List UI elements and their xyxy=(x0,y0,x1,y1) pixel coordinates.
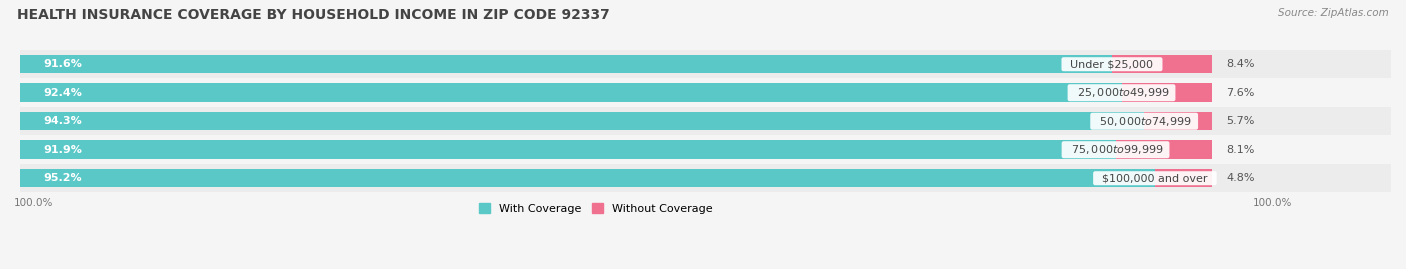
Bar xyxy=(20,55,1112,73)
Text: 8.1%: 8.1% xyxy=(1226,145,1254,155)
Text: 91.9%: 91.9% xyxy=(44,145,83,155)
Bar xyxy=(20,136,1391,164)
Text: 5.7%: 5.7% xyxy=(1226,116,1254,126)
Bar xyxy=(1154,169,1212,187)
Bar xyxy=(1115,140,1212,159)
Text: Under $25,000: Under $25,000 xyxy=(1063,59,1160,69)
Legend: With Coverage, Without Coverage: With Coverage, Without Coverage xyxy=(474,199,717,218)
Text: Source: ZipAtlas.com: Source: ZipAtlas.com xyxy=(1278,8,1389,18)
Text: 7.6%: 7.6% xyxy=(1226,88,1254,98)
Bar xyxy=(20,169,1154,187)
Text: 91.6%: 91.6% xyxy=(44,59,83,69)
Text: 94.3%: 94.3% xyxy=(44,116,83,126)
Text: $100,000 and over: $100,000 and over xyxy=(1095,173,1215,183)
Text: 8.4%: 8.4% xyxy=(1226,59,1256,69)
Text: 95.2%: 95.2% xyxy=(44,173,82,183)
Text: $50,000 to $74,999: $50,000 to $74,999 xyxy=(1092,115,1197,128)
Bar xyxy=(20,50,1391,78)
Bar xyxy=(1112,55,1212,73)
Bar xyxy=(1122,83,1212,102)
Bar xyxy=(20,112,1144,130)
Bar xyxy=(20,164,1391,192)
Bar xyxy=(20,83,1122,102)
Text: HEALTH INSURANCE COVERAGE BY HOUSEHOLD INCOME IN ZIP CODE 92337: HEALTH INSURANCE COVERAGE BY HOUSEHOLD I… xyxy=(17,8,610,22)
Text: 92.4%: 92.4% xyxy=(44,88,83,98)
Bar xyxy=(20,79,1391,107)
Text: $25,000 to $49,999: $25,000 to $49,999 xyxy=(1070,86,1174,99)
Bar xyxy=(20,107,1391,135)
Bar xyxy=(20,140,1115,159)
Text: $75,000 to $99,999: $75,000 to $99,999 xyxy=(1064,143,1167,156)
Bar xyxy=(1144,112,1212,130)
Text: 4.8%: 4.8% xyxy=(1226,173,1256,183)
Text: 100.0%: 100.0% xyxy=(14,198,53,208)
Text: 100.0%: 100.0% xyxy=(1253,198,1292,208)
